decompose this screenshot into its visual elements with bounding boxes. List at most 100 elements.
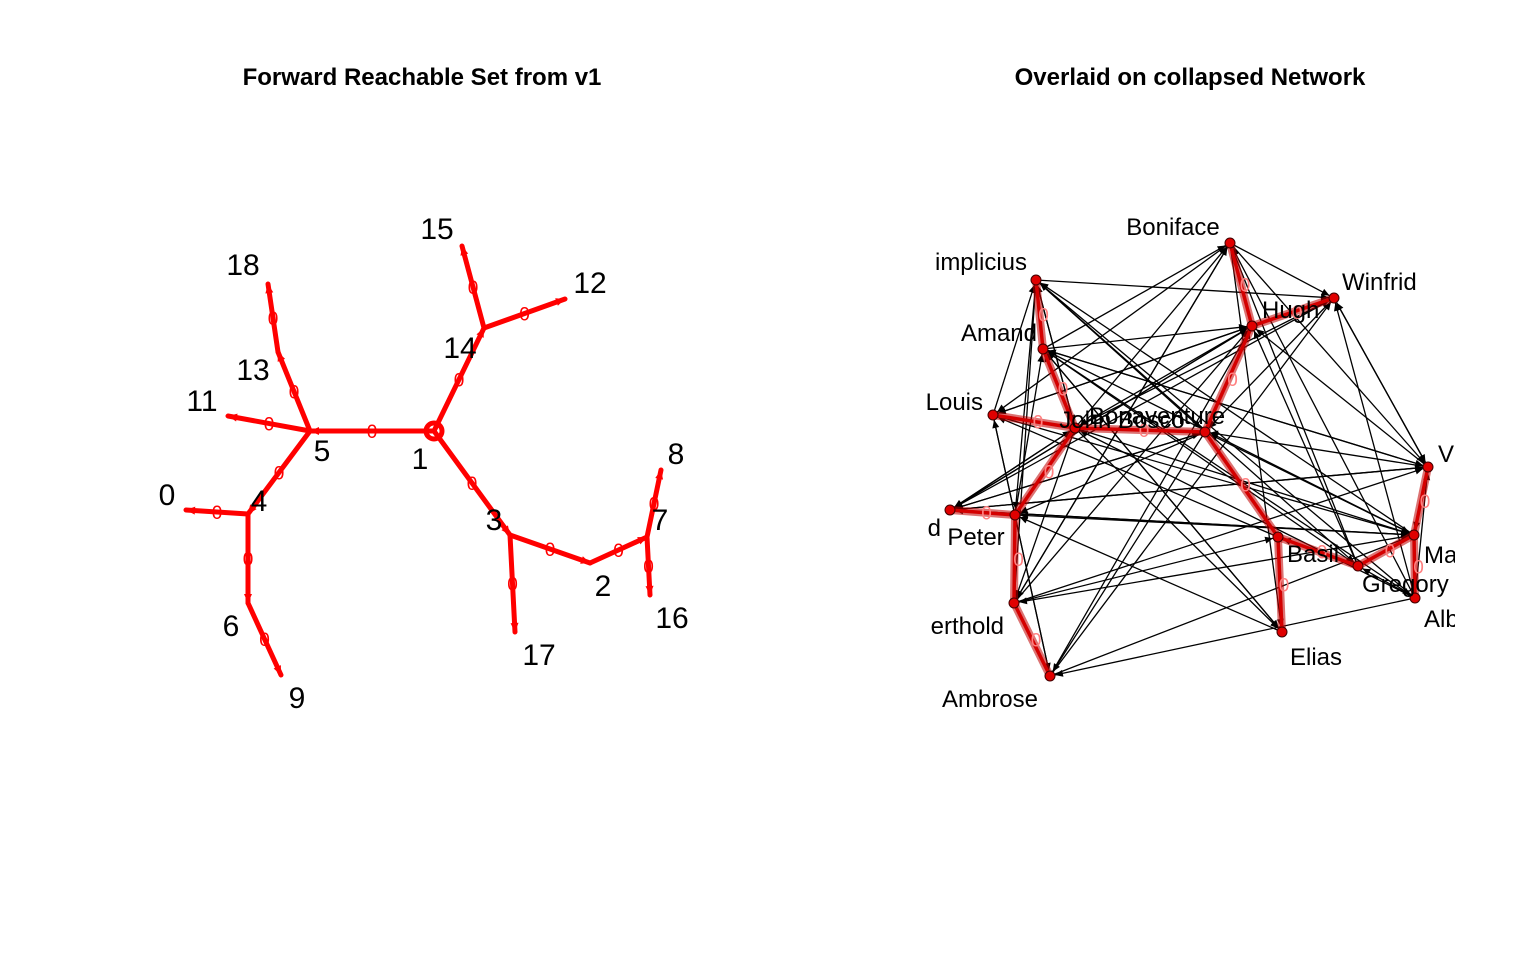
network-node-louis: [987, 409, 999, 421]
overlay-edge-basil-gregory: [1276, 535, 1360, 568]
network-node-label-amand: Amand: [961, 320, 1037, 347]
arrowhead-14-12: [555, 298, 565, 306]
overlay-edge-label-bonaventure-basil: 0: [1240, 476, 1251, 497]
network-arrowhead: [1079, 418, 1089, 426]
network-edge-hugh-john-bosco: [1079, 325, 1253, 427]
network-edge-erthold-basil: [1013, 537, 1274, 604]
arrowhead-1-5: [310, 427, 319, 435]
edge-label-13-18: 0: [268, 309, 279, 330]
network-edge-boniface-v: [1229, 242, 1426, 464]
arrowhead-3-17: [510, 622, 519, 632]
network-arrowhead: [1216, 245, 1226, 253]
overlay-edge-label-erthold-ambrose: 0: [1031, 631, 1042, 652]
left-panel-title: Forward Reachable Set from v1: [242, 64, 602, 91]
arrowhead-3-2: [580, 556, 590, 564]
network-node-alb: [1409, 592, 1421, 604]
network-node-label-peter: Peter: [947, 524, 1004, 551]
overlay-edge-label-john-bosco-bonaventure: 0: [1139, 421, 1150, 442]
network-edge-d-bonaventure: [949, 432, 1201, 511]
node-label-12: 12: [573, 267, 606, 300]
network-edge-ma-bonaventure: [1209, 433, 1415, 536]
arrowhead-4-6: [244, 594, 252, 603]
network-node-label-elias: Elias: [1290, 644, 1342, 671]
network-edge-alb-winfrid: [1334, 302, 1416, 599]
node-label-4: 4: [251, 485, 268, 518]
edge-5-11: [225, 413, 313, 434]
overlay-edge-john-bosco-bonaventure: [1073, 426, 1207, 434]
node-label-3: 3: [486, 504, 503, 537]
network-node-label-boniface: Boniface: [1126, 214, 1219, 241]
edge-13-18: [265, 281, 281, 355]
network-node-label-d: d: [928, 515, 941, 542]
network-arrowhead: [1323, 301, 1331, 311]
network-edge-alb-gregory: [1362, 567, 1416, 599]
arrowhead-7-16: [645, 585, 654, 595]
network-edge-amand-boniface: [1042, 244, 1226, 350]
network-arrowhead: [1270, 620, 1279, 629]
overlay-edge-bonaventure-basil: [1203, 430, 1280, 539]
node-label-0: 0: [159, 479, 176, 512]
node-label-2: 2: [595, 570, 612, 603]
network-edge-elias-amand: [1045, 352, 1283, 633]
network-node-label-implicius: implicius: [935, 249, 1027, 276]
overlay-edge-erthold-ambrose: [1012, 601, 1052, 678]
network-edge-amand-hugh: [1042, 325, 1248, 350]
edge-label-1-5: 0: [367, 422, 378, 443]
overlay-edge-hugh-bonaventure: [1203, 324, 1254, 434]
network-node-label-bonaventure: Bonaventure: [1089, 403, 1225, 430]
edge-3-2: [507, 532, 593, 566]
node-label-14: 14: [443, 332, 476, 365]
network-edge-d-v: [949, 466, 1424, 511]
network-node-layer: [944, 237, 1434, 682]
arrowhead-5-4: [248, 504, 257, 514]
network-edge-john-bosco-erthold: [1015, 427, 1076, 599]
network-arrowhead: [1362, 568, 1372, 576]
network-edge-erthold-hugh: [1013, 329, 1250, 604]
overlay-edge-label-boniface-hugh: 0: [1240, 276, 1251, 297]
network-arrowhead: [1414, 467, 1424, 475]
network-edge-bonaventure-ambrose: [1052, 431, 1206, 673]
overlay-edge-label-ma-v: 0: [1420, 492, 1431, 513]
overlay-edge-label-hugh-bonaventure: 0: [1227, 370, 1238, 391]
network-node-label-louis: Louis: [926, 389, 983, 416]
edge-5-4: [245, 428, 313, 517]
arrowhead-1-14: [476, 328, 484, 338]
network-node-implicius: [1030, 274, 1042, 286]
arrowhead-7-8: [655, 470, 664, 480]
overlay-edge-boniface-hugh: [1228, 241, 1254, 328]
overlay-edge-label-basil-elias: 0: [1279, 576, 1290, 597]
overlay-edge-label-gregory-ma: 0: [1385, 542, 1396, 563]
network-node-label-winfrid: Winfrid: [1342, 269, 1417, 296]
node-label-8: 8: [668, 438, 685, 471]
edge-label-6-9: 0: [259, 630, 270, 651]
network-node-ambrose: [1044, 670, 1056, 682]
edge-label-2-7: 0: [613, 541, 624, 562]
network-edge-d-john-bosco: [949, 430, 1072, 511]
network-label-layer: Boniface implicius Amand Winfrid Hugh Louis Bo…: [926, 214, 1455, 713]
network-node-label-erthold: erthold: [931, 613, 1004, 640]
edge-2-7: [587, 534, 650, 566]
network-edge-louis-implicius: [992, 284, 1036, 416]
network-node-label-john-bosco: John Bosco: [1059, 407, 1184, 434]
network-arrowhead: [1320, 288, 1330, 296]
network-arrowhead: [1019, 517, 1029, 524]
network-edge-implicius-winfrid: [1035, 279, 1330, 299]
edge-4-0: [183, 507, 251, 517]
edge-label-3-17: 0: [507, 575, 518, 596]
edge-label-3-2: 0: [545, 540, 556, 561]
network-arrowhead: [992, 419, 1000, 429]
edge-label-14-15: 0: [468, 278, 479, 299]
arrowhead-13-18: [265, 284, 274, 294]
network-node-winfrid: [1328, 292, 1340, 304]
network-edge-ma-implicius: [1039, 282, 1415, 536]
network-node-ma: [1408, 529, 1420, 541]
node-label-7: 7: [652, 504, 669, 537]
network-node-v: [1422, 461, 1434, 473]
edge-14-12: [481, 296, 568, 331]
node-label-6: 6: [223, 610, 240, 643]
network-edge-erthold-boniface: [1013, 246, 1228, 604]
